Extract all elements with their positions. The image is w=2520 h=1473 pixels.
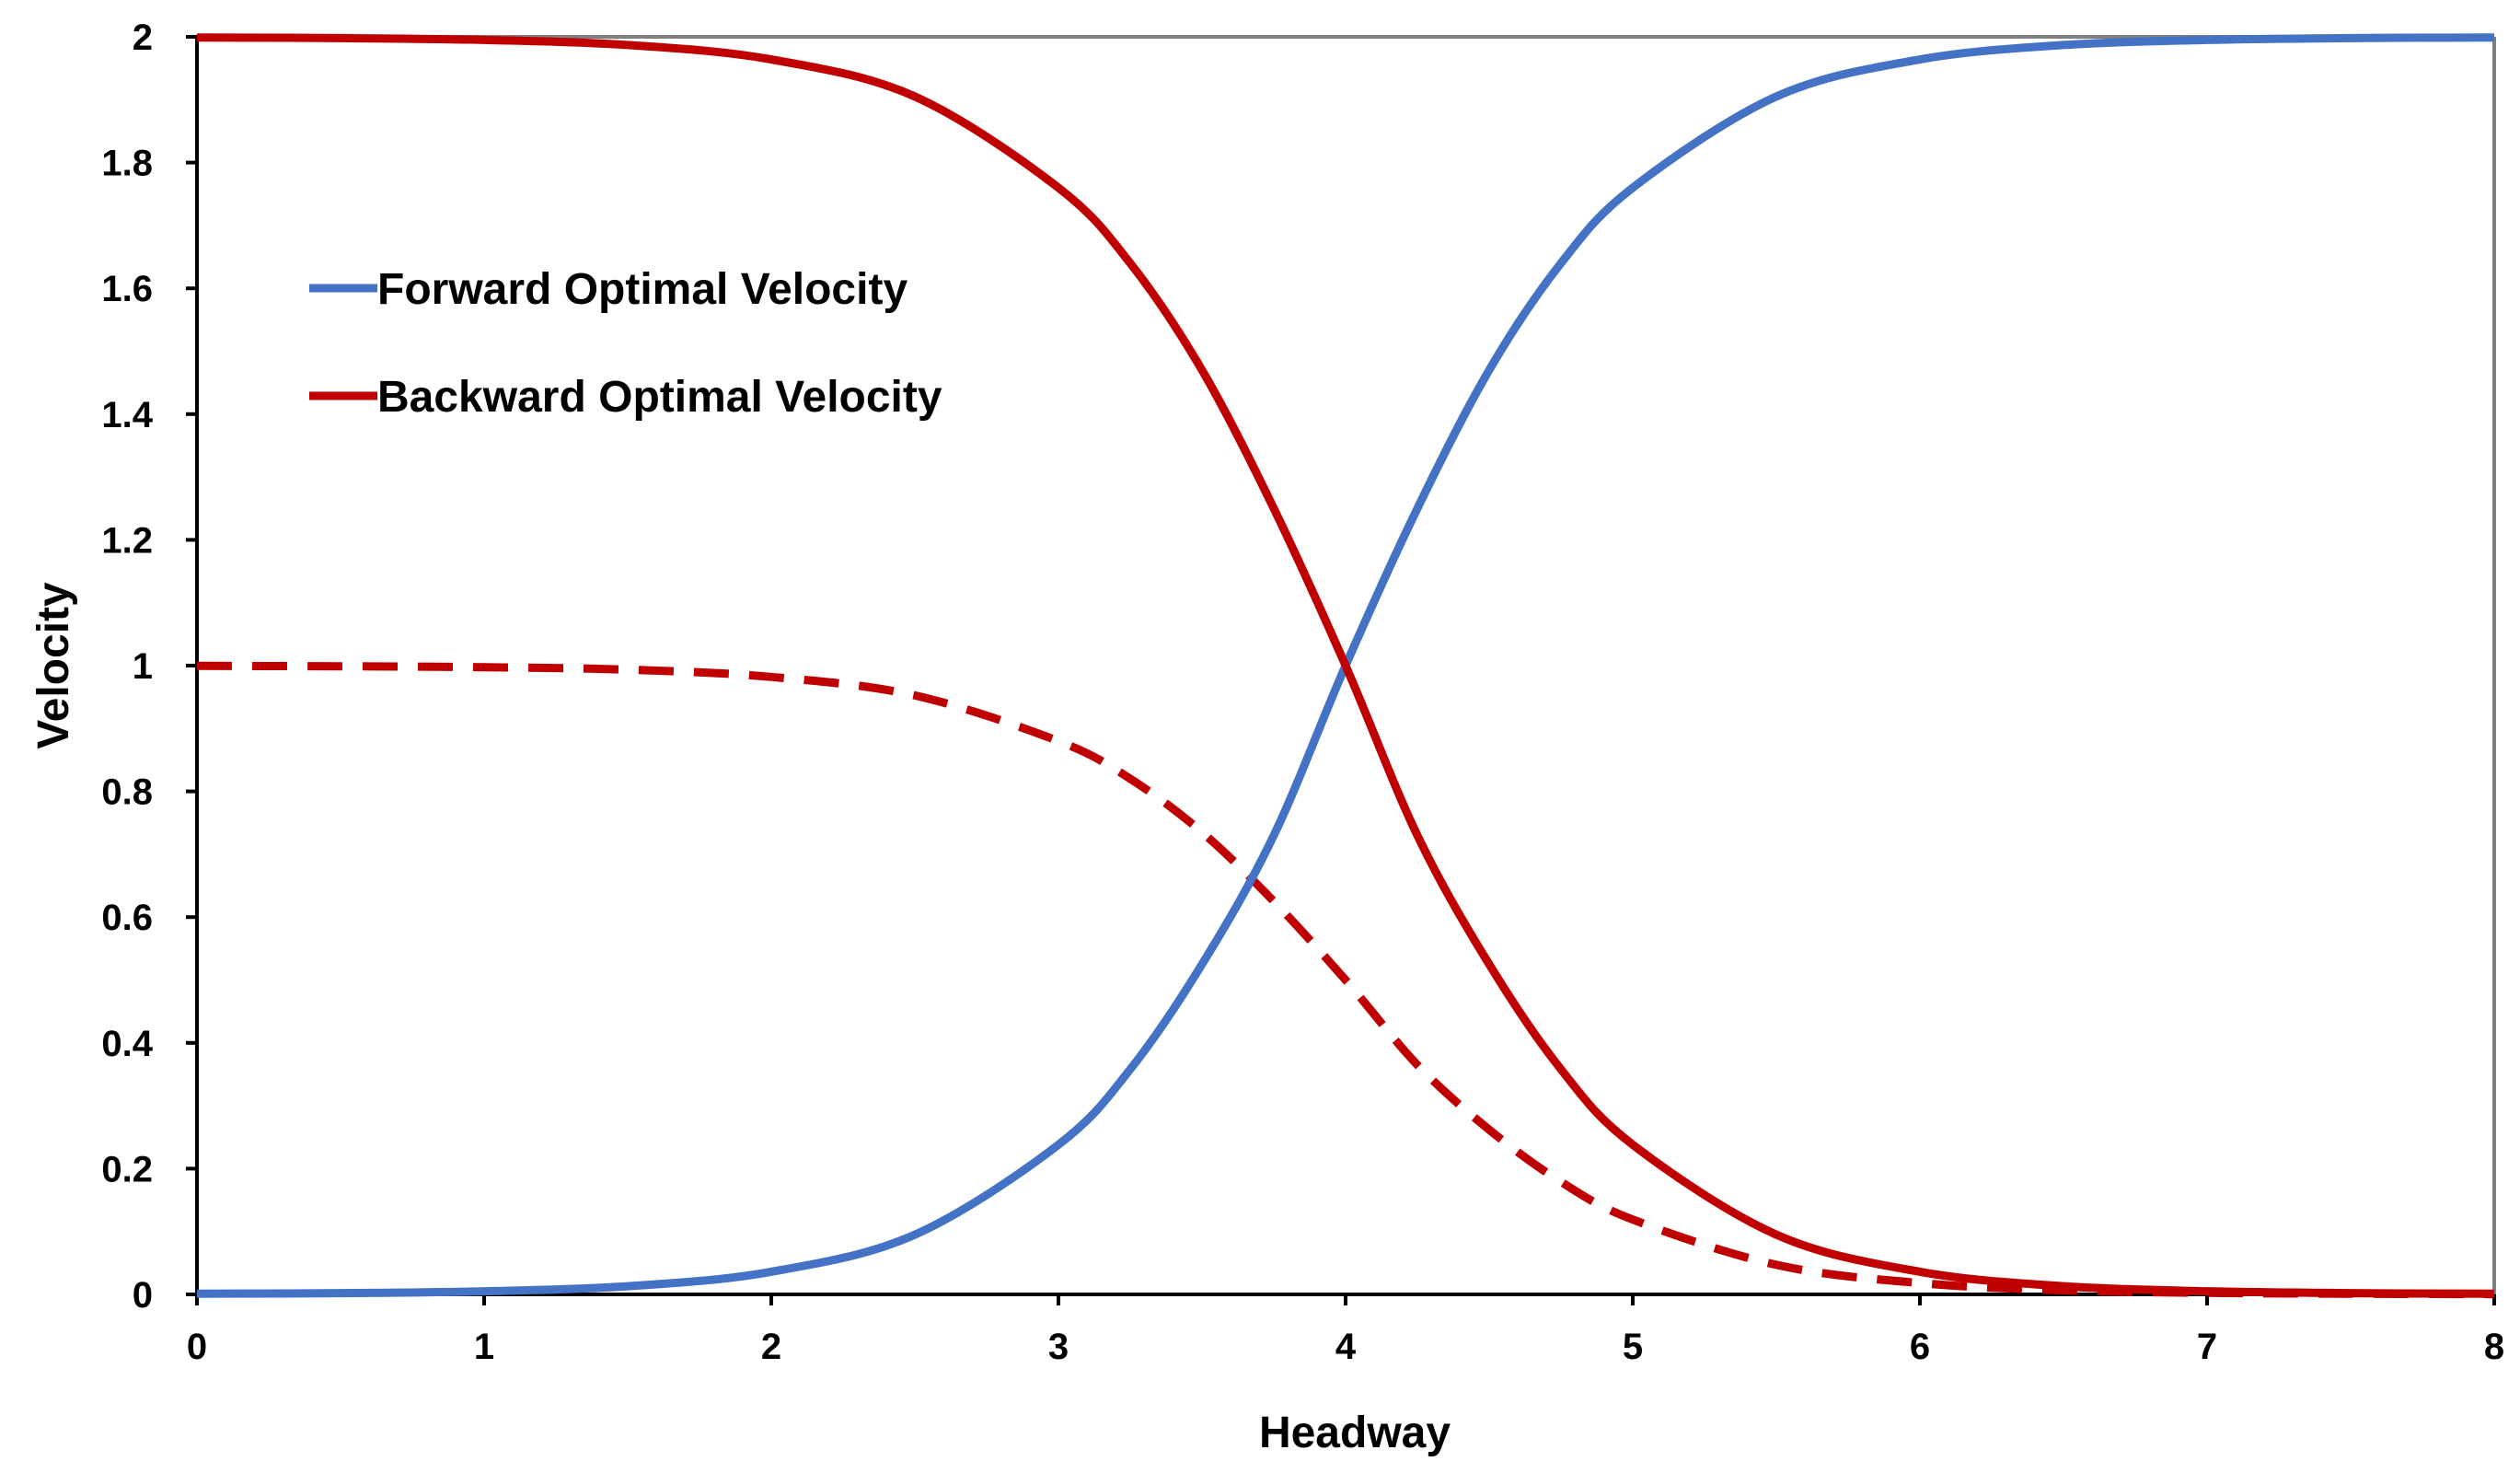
y-tick-label: 0.6 [101, 898, 153, 938]
series-backward-optimal-velocity [196, 33, 2495, 1298]
y-tick-label: 1.6 [101, 269, 153, 309]
x-tick-label: 7 [2197, 1327, 2217, 1367]
x-tick-label: 2 [761, 1327, 781, 1367]
legend-label-forward: Forward Optimal Velocity [377, 265, 907, 314]
x-tick-label: 6 [1910, 1327, 1930, 1367]
y-axis-title: Velocity [29, 582, 78, 749]
x-tick-label: 8 [2484, 1327, 2504, 1367]
legend-label-backward: Backward Optimal Velocity [377, 373, 942, 422]
x-tick-label: 4 [1335, 1327, 1357, 1367]
y-tick-label: 2 [133, 17, 153, 58]
y-tick-label: 0 [133, 1275, 153, 1316]
y-tick-label: 1.8 [101, 144, 153, 184]
y-tick-label: 0.2 [101, 1149, 153, 1189]
x-tick-label: 5 [1623, 1327, 1643, 1367]
y-tick-label: 1.2 [101, 520, 153, 561]
y-tick-label: 0.4 [101, 1024, 153, 1064]
legend: Forward Optimal Velocity Backward Optima… [309, 265, 942, 422]
x-tick-label: 1 [474, 1327, 494, 1367]
x-tick-label: 0 [187, 1327, 207, 1367]
y-tick-label: 1.4 [101, 395, 153, 435]
x-axis-ticks: 0 1 2 3 4 5 6 7 8 [187, 1294, 2504, 1367]
series-layer [196, 33, 2495, 1299]
x-axis-title: Headway [1259, 1409, 1451, 1457]
y-tick-label: 1 [133, 646, 153, 687]
y-axis-ticks: 0 0.2 0.4 0.6 0.8 1 1.2 1.4 1.6 1.8 2 [101, 17, 197, 1316]
series-dashed-curve [196, 661, 2495, 1299]
y-tick-label: 0.8 [101, 772, 153, 813]
x-tick-label: 3 [1048, 1327, 1069, 1367]
